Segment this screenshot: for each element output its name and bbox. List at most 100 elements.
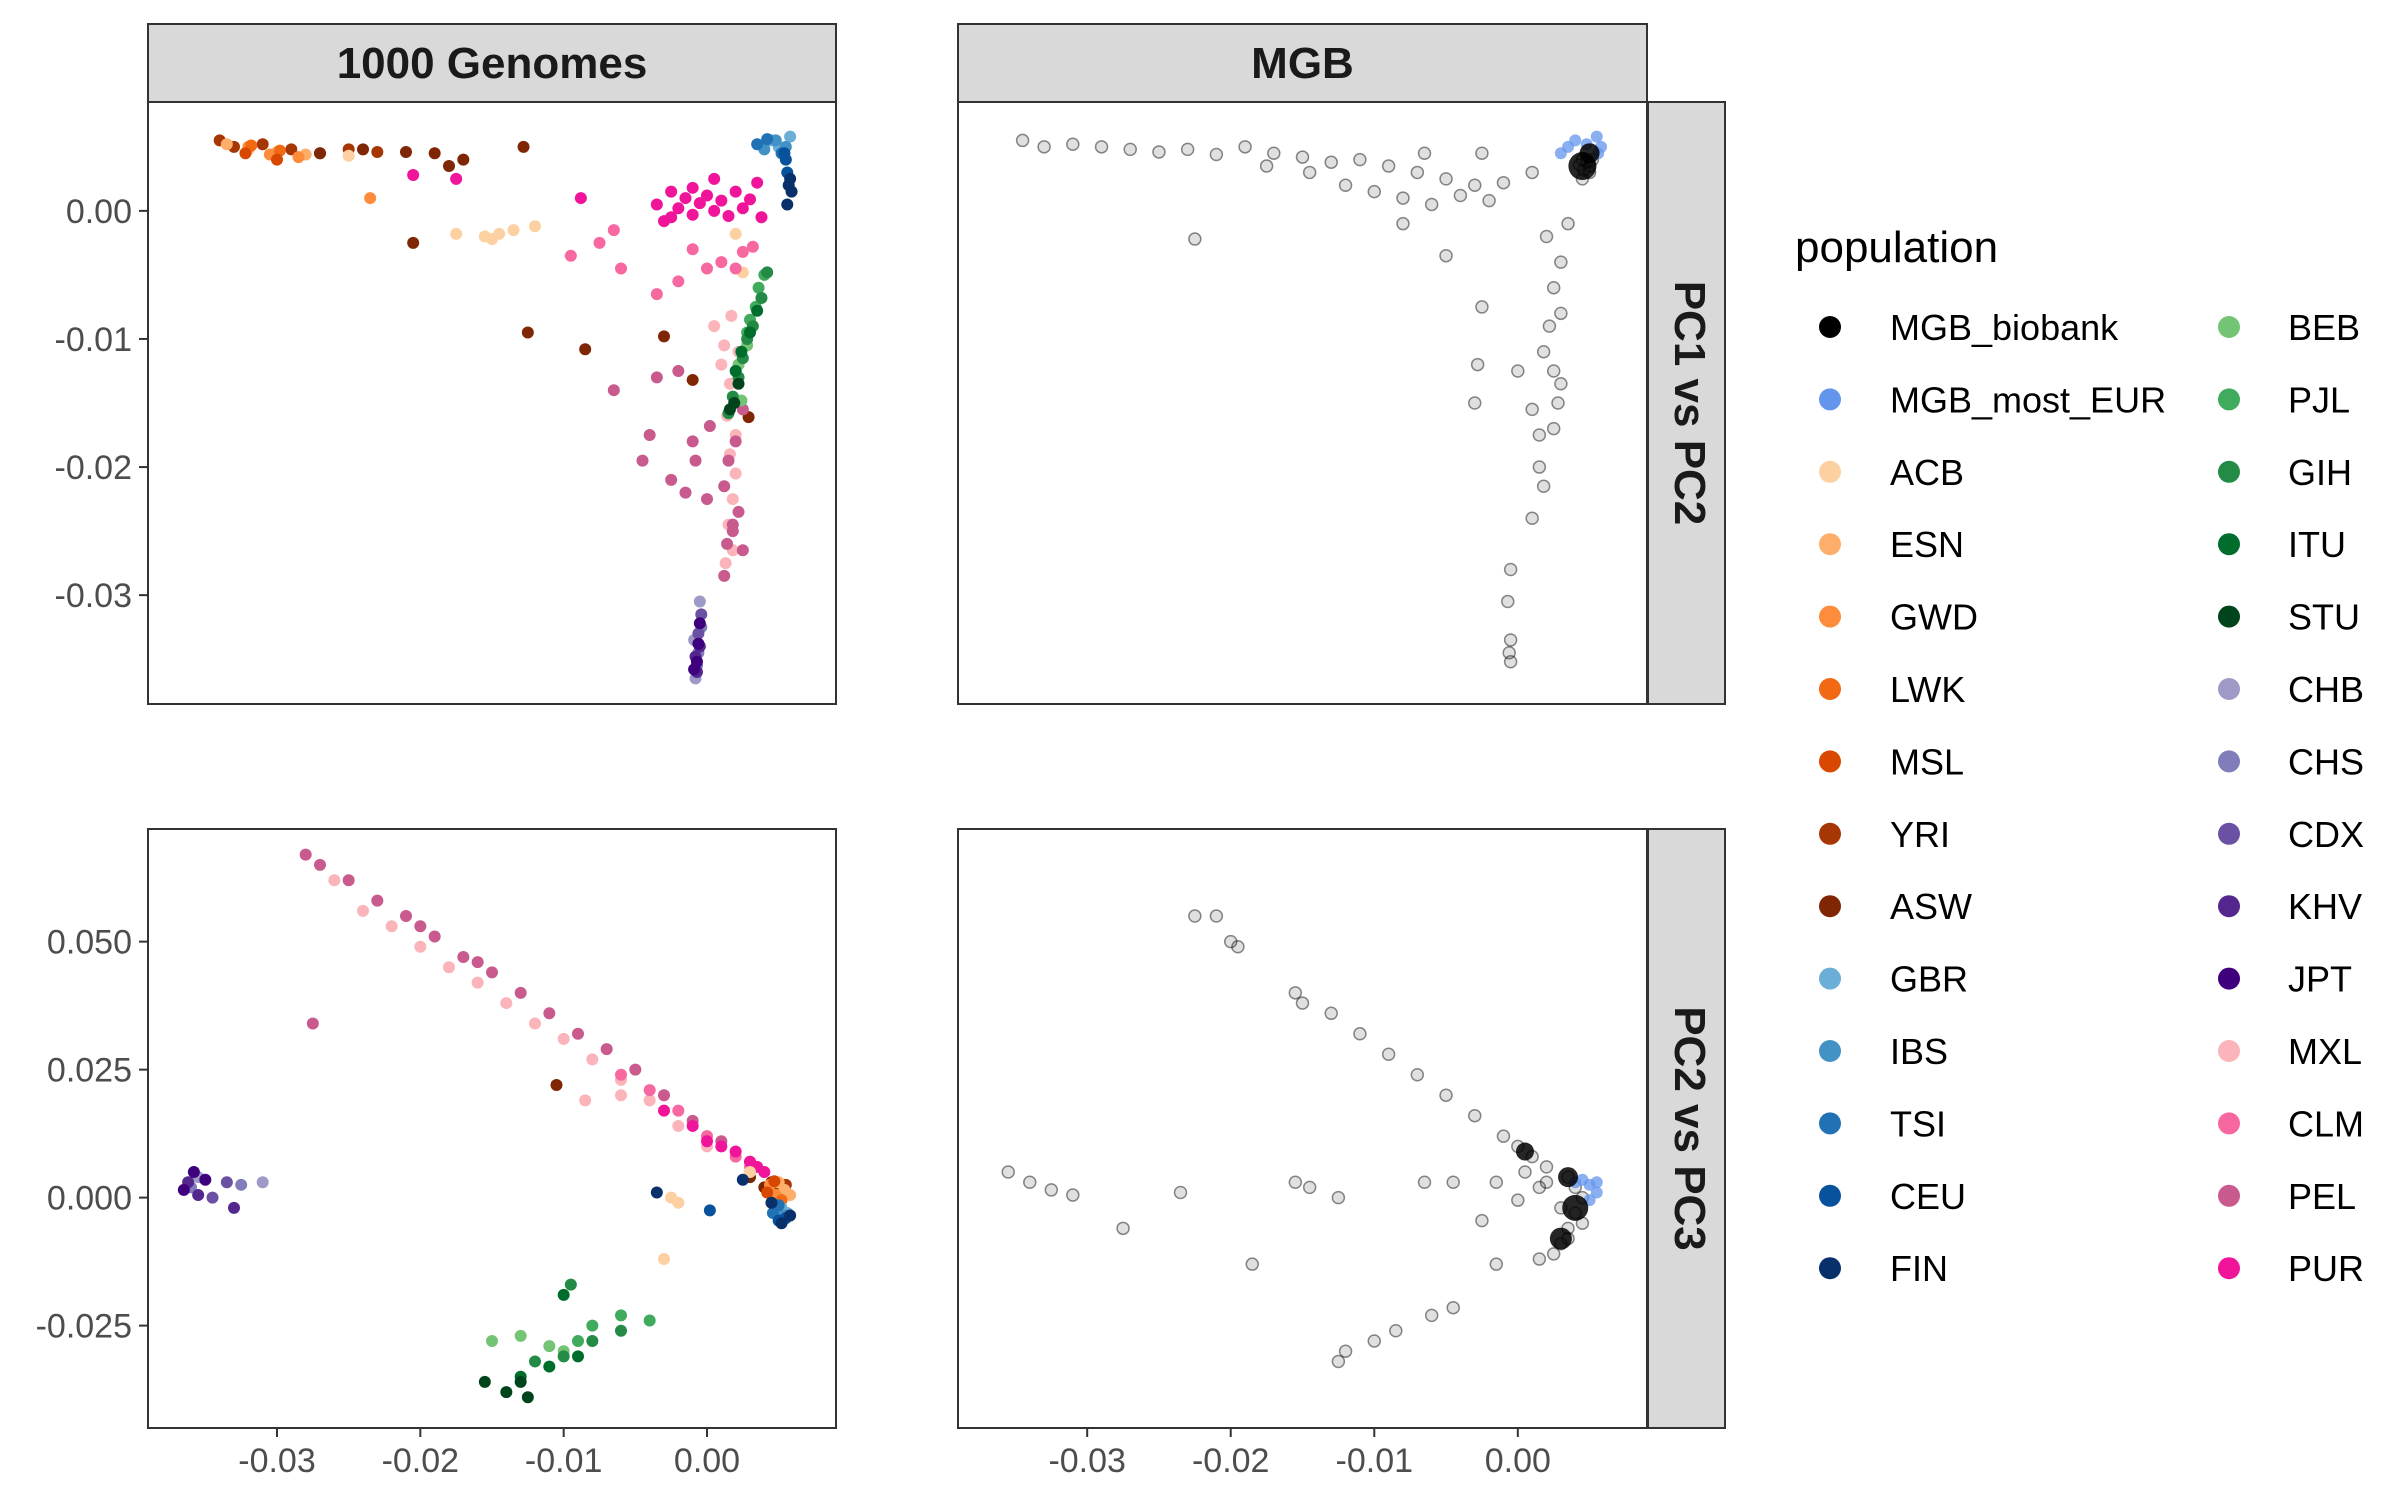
data-point: [1439, 172, 1453, 186]
legend-label: IBS: [1890, 1031, 1948, 1072]
data-point: [1554, 255, 1568, 269]
data-point: [1503, 562, 1518, 577]
legend-key: [1819, 605, 1841, 628]
data-point: [1554, 147, 1567, 160]
data-point: [1549, 1227, 1572, 1250]
data-point: [1123, 142, 1137, 157]
data-point: [1532, 428, 1547, 442]
legend-key: [1819, 750, 1841, 773]
data-point: [1590, 1176, 1603, 1189]
legend-key: [1819, 967, 1841, 990]
data-point: [782, 179, 795, 192]
data-point: [607, 384, 620, 397]
data-point: [1353, 152, 1367, 167]
data-point: [1539, 229, 1554, 244]
data-point: [672, 1119, 685, 1132]
data-point: [1468, 1108, 1482, 1123]
legend-item-pjl: PJL: [2218, 379, 2350, 420]
legend-item-fin: FIN: [1819, 1248, 1948, 1289]
data-point: [514, 1329, 527, 1342]
data-point: [1561, 216, 1575, 231]
legend-item-mxl: MXL: [2218, 1031, 2362, 1072]
data-point: [529, 220, 541, 233]
data-point: [726, 493, 739, 506]
series-msl: [239, 147, 283, 166]
panel-4: [957, 828, 1648, 1429]
data-point: [579, 343, 592, 356]
data-point: [572, 1350, 584, 1363]
series-mgb-biobank: [1001, 909, 1590, 1369]
data-point: [385, 920, 398, 933]
data-point: [314, 858, 326, 871]
dense-cluster: [1515, 1142, 1589, 1250]
data-point: [457, 950, 470, 963]
data-point: [199, 1173, 212, 1186]
data-point: [755, 211, 768, 224]
data-point: [1532, 460, 1547, 474]
data-point: [256, 1176, 269, 1189]
data-point: [1180, 142, 1195, 157]
data-point: [1410, 165, 1425, 180]
data-point: [1331, 1190, 1346, 1205]
legend-label: CLM: [2288, 1103, 2364, 1144]
series-clm: [564, 224, 759, 301]
legend-label: KHV: [2288, 886, 2362, 927]
data-point: [1417, 146, 1432, 160]
data-point: [672, 1104, 685, 1117]
data-point: [1245, 1257, 1260, 1271]
data-point: [206, 1191, 219, 1204]
legend-item-mgb-biobank: MGB_biobank: [1819, 307, 2119, 348]
x-tick-label: -0.01: [1336, 1442, 1414, 1480]
data-point: [306, 1017, 319, 1030]
data-point: [557, 1288, 570, 1301]
data-point: [701, 1135, 713, 1148]
data-point: [371, 894, 384, 907]
data-point: [400, 145, 412, 158]
data-point: [643, 1084, 656, 1097]
legend-label: ASW: [1890, 886, 1972, 927]
strip-row-1: PC1 vs PC2: [1647, 101, 1726, 705]
data-point: [658, 1089, 670, 1102]
dense-cluster: [1568, 143, 1600, 181]
data-point: [192, 1189, 205, 1202]
data-point: [1188, 909, 1202, 923]
data-point: [342, 149, 355, 162]
x-tick-label: -0.01: [525, 1442, 603, 1480]
data-point: [703, 420, 716, 433]
data-point: [543, 1340, 556, 1353]
data-point: [688, 663, 701, 676]
data-point: [517, 140, 530, 153]
legend-item-gwd: GWD: [1819, 597, 1978, 638]
legend-label: MSL: [1890, 741, 1964, 782]
data-point: [761, 266, 774, 279]
data-point: [729, 262, 742, 275]
series-khv: [182, 1176, 240, 1214]
data-point: [1209, 147, 1224, 162]
panel-border: [147, 101, 837, 705]
data-point: [239, 147, 252, 160]
data-point: [1302, 165, 1317, 180]
data-point: [1324, 1006, 1338, 1021]
data-point: [1367, 1334, 1382, 1348]
data-point: [692, 637, 705, 650]
data-point: [450, 227, 463, 240]
data-point: [1324, 155, 1338, 169]
legend-item-chb: CHB: [2218, 669, 2364, 710]
data-point: [781, 198, 794, 211]
y-tick-label: -0.01: [55, 321, 133, 359]
data-point: [715, 194, 728, 207]
data-point: [718, 339, 731, 352]
legend-item-khv: KHV: [2218, 886, 2362, 927]
x-tick-label: -0.02: [382, 1442, 460, 1480]
data-point: [1037, 140, 1051, 154]
data-point: [1551, 396, 1565, 410]
legend-item-itu: ITU: [2218, 524, 2346, 565]
data-point: [1562, 1194, 1589, 1221]
data-point: [572, 1027, 584, 1040]
data-point: [765, 1196, 778, 1209]
data-point: [471, 976, 484, 989]
data-point: [1515, 1142, 1534, 1161]
legend-label: TSI: [1890, 1103, 1946, 1144]
data-point: [500, 997, 513, 1010]
